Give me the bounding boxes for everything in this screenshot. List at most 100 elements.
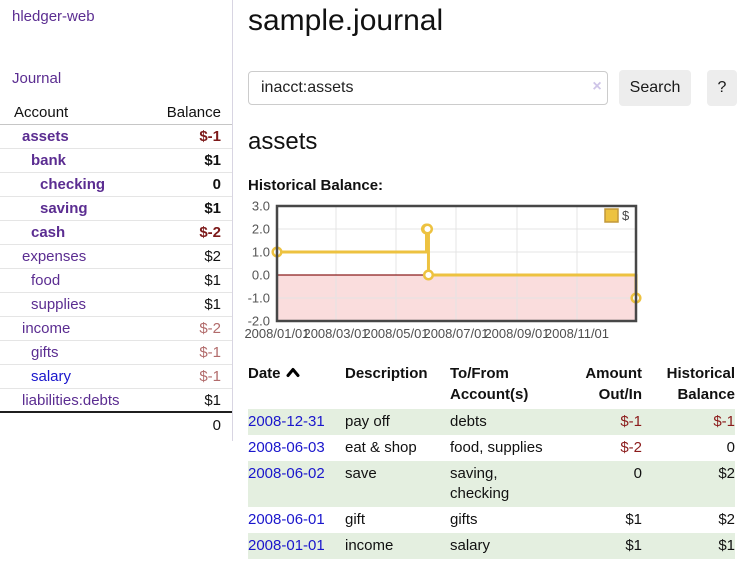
register-row: 2008-12-31 pay off debts $-1 $-1	[248, 409, 735, 435]
register-date-cell: 2008-12-31	[248, 409, 345, 435]
clear-search-icon[interactable]: ×	[592, 78, 602, 95]
sidebar-account-balance: $1	[204, 272, 221, 289]
sidebar-account-link[interactable]: gifts	[31, 344, 59, 361]
sidebar-item-journal[interactable]: Journal	[12, 70, 62, 87]
transaction-date-link[interactable]: 2008-06-01	[248, 511, 325, 528]
search-form: × Search ?	[248, 70, 742, 106]
sort-asc-chevron-icon	[286, 368, 300, 377]
sidebar-account-row: expenses $2	[0, 245, 232, 269]
search-button[interactable]: Search	[619, 70, 691, 106]
register-date-cell: 2008-01-01	[248, 533, 345, 559]
register-balance-cell: $1	[718, 537, 735, 554]
sidebar-account-balance: $1	[204, 200, 221, 217]
sidebar-account-link[interactable]: income	[22, 320, 71, 337]
register-balance-cell: $2	[718, 511, 735, 528]
main-content: sample.journal × Search ? assets Histori…	[244, 0, 742, 582]
y-axis-tick-label: 1.0	[252, 245, 270, 260]
register-header-description: Description	[345, 365, 428, 382]
sidebar-account-row: salary $-1	[0, 365, 232, 389]
register-header-historical: Historical Balance	[666, 365, 735, 403]
sidebar-account-balance: $-2	[199, 320, 221, 337]
sidebar-account-link[interactable]: bank	[31, 152, 67, 169]
register-header-date[interactable]: Date	[248, 361, 345, 409]
x-axis-tick-label: 2008/01/01	[244, 326, 309, 341]
account-column-header: Account	[14, 103, 69, 121]
sidebar-account-link[interactable]: assets	[22, 128, 69, 145]
sidebar-account-link[interactable]: expenses	[22, 248, 87, 265]
transaction-date-link[interactable]: 2008-06-02	[248, 465, 325, 482]
register-balance-cell: 0	[726, 439, 735, 456]
register-amount-cell: $1	[625, 537, 642, 554]
register-row: 2008-06-01 gift gifts $1 $2	[248, 507, 735, 533]
transaction-date-link[interactable]: 2008-01-01	[248, 537, 325, 554]
transaction-date-link[interactable]: 2008-12-31	[248, 413, 325, 430]
transaction-date-link[interactable]: 2008-06-03	[248, 439, 325, 456]
sidebar-account-balance: $1	[204, 152, 221, 169]
sidebar-account-balance: $-1	[199, 128, 221, 145]
register-table: Date Description To/From Account(s) Amount Ou…	[248, 361, 735, 559]
register-accounts-cell: food, supplies	[450, 439, 543, 456]
account-heading: assets	[248, 128, 318, 155]
sidebar-account-balance: $-2	[199, 224, 221, 241]
register-balance-cell: $-1	[713, 413, 735, 430]
register-amount-cell: $-2	[620, 439, 642, 456]
app-brand-link[interactable]: hledger-web	[12, 8, 95, 25]
y-axis-tick-label: 2.0	[252, 222, 270, 237]
search-input[interactable]	[248, 71, 608, 105]
register-amount-cell: $-1	[620, 413, 642, 430]
x-axis-tick-label: 2008/07/01	[423, 326, 488, 341]
register-description-cell: eat & shop	[345, 439, 417, 456]
balance-column-header: Balance	[166, 103, 221, 121]
sidebar-account-balance: $2	[204, 248, 221, 265]
account-table-header: Account Balance	[0, 100, 232, 125]
sidebar-account-row: food $1	[0, 269, 232, 293]
register-accounts-cell: saving, checking	[450, 465, 510, 502]
sidebar-account-row: gifts $-1	[0, 341, 232, 365]
historical-balance-chart: 3.0 2.0 1.0 0.0 -1.0 -2.0 2008/01/01 2008/03/01…	[243, 198, 739, 352]
data-point-marker	[422, 269, 435, 281]
y-axis-tick-label: -1.0	[248, 291, 270, 306]
page-title: sample.journal	[248, 4, 444, 37]
register-row: 2008-06-03 eat & shop food, supplies $-2 0	[248, 435, 735, 461]
register-date-cell: 2008-06-03	[248, 435, 345, 461]
x-axis-tick-label: 2008/03/01	[303, 326, 368, 341]
sidebar-account-link[interactable]: saving	[40, 200, 88, 217]
sidebar-account-link[interactable]: supplies	[31, 296, 87, 313]
register-balance-cell: $2	[718, 465, 735, 482]
register-row: 2008-01-01 income salary $1 $1	[248, 533, 735, 559]
register-date-cell: 2008-06-02	[248, 461, 345, 507]
sidebar-account-balance: 0	[212, 176, 221, 193]
data-point-marker	[421, 223, 434, 235]
sidebar-account-link[interactable]: checking	[40, 176, 106, 193]
register-amount-cell: $1	[625, 511, 642, 528]
help-button[interactable]: ?	[707, 70, 737, 106]
chart-title: Historical Balance:	[248, 177, 384, 194]
sidebar-account-row: supplies $1	[0, 293, 232, 317]
sidebar-account-balance: $1	[204, 391, 221, 409]
sidebar-account-link[interactable]: food	[31, 272, 61, 289]
register-date-cell: 2008-06-01	[248, 507, 345, 533]
plot-border	[275, 204, 638, 323]
sidebar-account-row: cash $-2	[0, 221, 232, 245]
y-axis-tick-label: 3.0	[252, 199, 270, 214]
account-balance-table: Account Balance assets $-1 bank $1 checking 0…	[0, 100, 232, 437]
register-description-cell: save	[345, 465, 377, 482]
x-axis-tick-label: 2008/05/01	[363, 326, 428, 341]
account-rows: assets $-1 bank $1 checking 0 saving $1 cash $-2 e…	[0, 125, 232, 413]
sidebar-account-row: saving $1	[0, 197, 232, 221]
chart-canvas: 3.0 2.0 1.0 0.0 -1.0 -2.02008/01/012008/03/01…	[244, 199, 642, 341]
register-description-cell: income	[345, 537, 394, 554]
x-axis-tick-label: 2008/11/01	[545, 326, 609, 341]
legend-swatch	[604, 208, 619, 223]
register-description-cell: pay off	[345, 413, 390, 430]
sidebar-account-balance: $-1	[199, 368, 221, 385]
x-axis-tick-label: 2008/09/01	[484, 326, 549, 341]
sidebar-account-balance: $-1	[199, 344, 221, 361]
account-total-row: 0	[0, 413, 232, 437]
sidebar-account-link[interactable]: liabilities:debts	[22, 391, 120, 409]
sidebar-account-link[interactable]: cash	[31, 224, 66, 241]
sidebar-account-row: liabilities:debts $1	[0, 389, 232, 413]
sidebar-account-link[interactable]: salary	[31, 368, 72, 385]
register-header-to-from: To/From Account(s)	[450, 365, 529, 403]
sidebar-account-row: checking 0	[0, 173, 232, 197]
